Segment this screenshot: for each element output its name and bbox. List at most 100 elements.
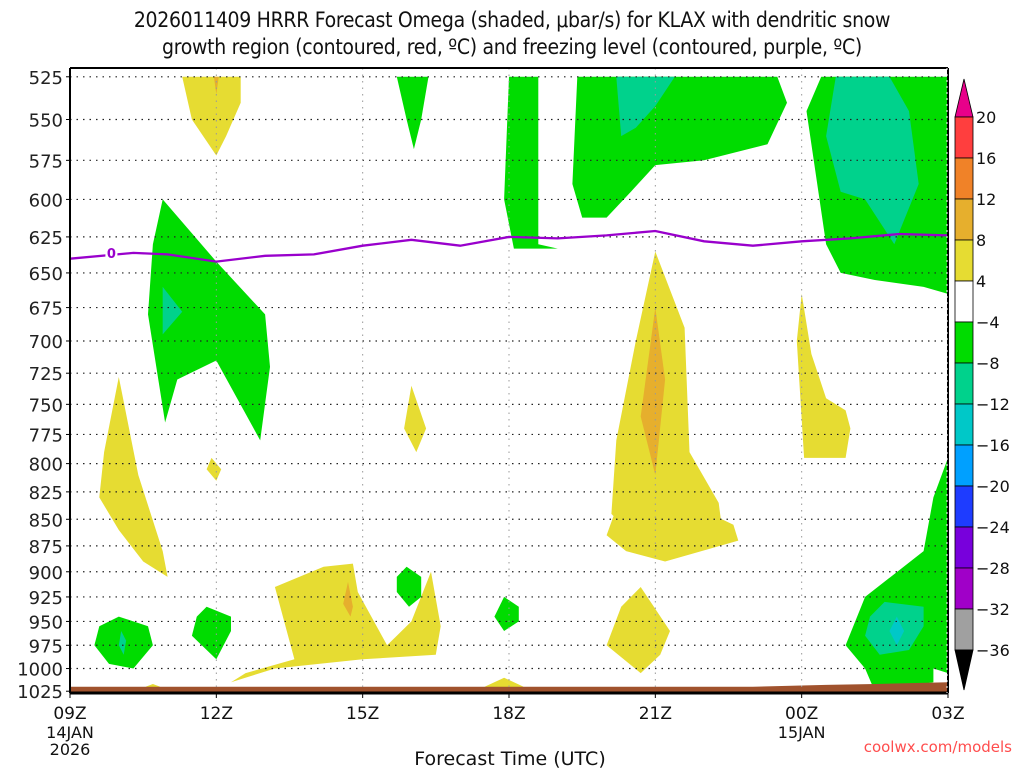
x-tick-label: 03Z xyxy=(931,704,964,724)
colorbar-bin xyxy=(954,362,974,405)
y-tick-label: 600 xyxy=(29,190,63,211)
x-tick-label: 15Z xyxy=(346,704,379,724)
y-tick-label: 575 xyxy=(29,151,63,172)
colorbar-level-label: −24 xyxy=(976,518,1010,537)
colorbar-level-label: 20 xyxy=(976,108,996,127)
colorbar-level-label: 8 xyxy=(976,231,986,250)
colorbar-top-arrow xyxy=(954,78,974,118)
x-tick-date: 14JAN xyxy=(46,723,94,742)
colorbar-bin xyxy=(954,116,974,159)
y-axis-ticks: 525 550 575 600 625 650 675 700 725 750 775 800 825 8… xyxy=(17,68,70,703)
colorbar-bin xyxy=(954,526,974,569)
omega-region-4 xyxy=(572,76,787,218)
omega-region-21 xyxy=(606,587,670,674)
omega-region-26 xyxy=(191,606,231,660)
omega-region-11 xyxy=(206,457,222,481)
omega-region-17 xyxy=(231,563,441,683)
colorbar-bin xyxy=(954,608,974,651)
omega-region-20 xyxy=(494,596,519,631)
colorbar-level-label: −16 xyxy=(976,436,1010,455)
colorbar-level-label: 12 xyxy=(976,190,996,209)
y-tick-label: 675 xyxy=(29,299,63,320)
watermark: coolwx.com/models xyxy=(864,738,1012,756)
freezing-level-label: 0 xyxy=(107,247,116,262)
omega-region-15 xyxy=(796,293,851,458)
x-tick-label: 12Z xyxy=(200,704,233,724)
colorbar-level-label: −32 xyxy=(976,600,1010,619)
omega-region-18 xyxy=(343,581,353,617)
freezing-level-label-bg xyxy=(105,244,118,261)
colorbar-level-label: −36 xyxy=(976,641,1010,660)
omega-region-8 xyxy=(148,199,270,441)
chart-title-line-2: growth region (contoured, red, ºC) and f… xyxy=(162,35,862,59)
omega-region-23 xyxy=(145,684,161,690)
omega-region-5 xyxy=(616,76,675,137)
colorbar-bin xyxy=(954,444,974,487)
terrain-fill xyxy=(70,682,948,693)
freezing-level-line xyxy=(69,229,949,263)
omega-shaded-regions xyxy=(94,76,948,692)
omega-region-29 xyxy=(889,616,905,646)
y-tick-label: 700 xyxy=(29,332,63,353)
colorbar-bin xyxy=(954,403,974,446)
y-tick-label: 975 xyxy=(29,636,63,657)
colorbar-level-label: −28 xyxy=(976,559,1010,578)
y-tick-label: 1025 xyxy=(17,682,63,703)
omega-region-12 xyxy=(404,385,427,453)
omega-region-10 xyxy=(99,377,168,577)
x-tick-date: 15JAN xyxy=(778,723,826,742)
omega-region-27 xyxy=(845,457,948,692)
omega-region-2 xyxy=(396,76,429,150)
omega-region-1 xyxy=(213,76,219,95)
x-tick-label: 18Z xyxy=(492,704,525,724)
omega-region-14 xyxy=(640,307,666,475)
colorbar-bin xyxy=(954,239,974,282)
x-tick-year: 2026 xyxy=(50,740,91,759)
colorbar: 20 16 12 8 4 −4 −8 −12 −16 −20 −24 −28 −32 −36 xyxy=(954,78,1010,691)
omega-region-3 xyxy=(504,76,558,249)
colorbar-bottom-arrow xyxy=(954,649,974,691)
terrain-polygon xyxy=(70,682,948,693)
y-tick-label: 850 xyxy=(29,510,63,531)
omega-region-16 xyxy=(606,508,739,562)
y-tick-label: 750 xyxy=(29,395,63,416)
y-tick-label: 775 xyxy=(29,425,63,446)
colorbar-level-label: −12 xyxy=(976,395,1010,414)
colorbar-bin xyxy=(954,157,974,200)
y-tick-label: 625 xyxy=(29,228,63,249)
colorbar-level-label: 16 xyxy=(976,149,996,168)
y-tick-label: 800 xyxy=(29,455,63,476)
colorbar-bin xyxy=(954,567,974,610)
colorbar-bin xyxy=(954,280,974,323)
x-tick-label: 09Z xyxy=(53,704,86,724)
omega-region-19 xyxy=(396,566,422,607)
y-tick-label: 525 xyxy=(29,68,63,89)
chart-title-line-1: 2026011409 HRRR Forecast Omega (shaded, … xyxy=(133,8,891,32)
x-tick-label: 21Z xyxy=(639,704,672,724)
colorbar-bin xyxy=(954,485,974,528)
x-axis-label: Forecast Time (UTC) xyxy=(414,748,605,768)
colorbar-bin xyxy=(954,198,974,241)
y-tick-label: 875 xyxy=(29,537,63,558)
omega-region-9 xyxy=(162,286,183,335)
y-tick-label: 925 xyxy=(29,588,63,609)
freezing-level-contour: 0 xyxy=(69,229,949,263)
colorbar-level-label: −4 xyxy=(976,313,1000,332)
omega-region-7 xyxy=(826,76,919,245)
y-tick-label: 900 xyxy=(29,563,63,584)
colorbar-level-label: −8 xyxy=(976,354,1000,373)
omega-region-0 xyxy=(182,76,241,156)
y-tick-label: 650 xyxy=(29,264,63,285)
omega-region-13 xyxy=(611,251,724,549)
colorbar-level-label: 4 xyxy=(976,272,986,291)
y-tick-label: 825 xyxy=(29,483,63,504)
y-tick-label: 950 xyxy=(29,612,63,633)
omega-region-25 xyxy=(118,631,127,655)
x-tick-label: 00Z xyxy=(785,704,818,724)
y-tick-label: 725 xyxy=(29,364,63,385)
colorbar-bin xyxy=(954,321,974,364)
grid-lines xyxy=(70,68,948,693)
y-tick-label: 550 xyxy=(29,111,63,132)
